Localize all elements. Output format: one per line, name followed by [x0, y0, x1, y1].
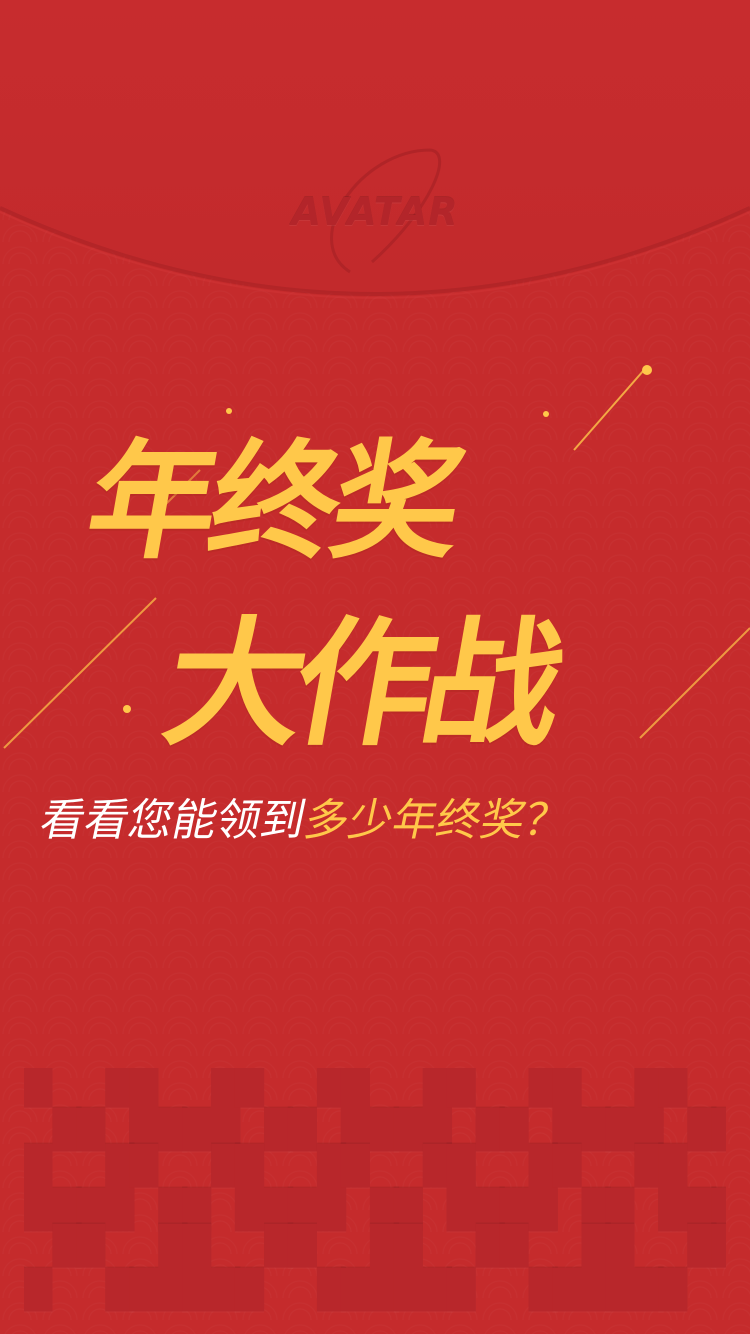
subtitle-gold-part: 多少年终奖？: [299, 795, 575, 846]
headline-line-2: 大作战: [153, 604, 567, 765]
subtitle: 看看您能领到多少年终奖？: [35, 784, 577, 848]
subtitle-white-part: 看看您能领到: [35, 795, 311, 846]
envelope-flap: [0, 0, 750, 299]
background-pattern: ▚▞▙▟▚▞▙▟▚▞▙▟▚▞ ▙▟▚▞▙▟▚▞▙▟▚▞▙▟ ▞▚▟▙▞▚▟▙▞▚…: [24, 1068, 726, 1311]
avatar-logo-text: AVATAR: [291, 190, 459, 234]
avatar-logo-icon: [330, 148, 442, 274]
headline-line-1: 年终奖: [76, 428, 470, 577]
